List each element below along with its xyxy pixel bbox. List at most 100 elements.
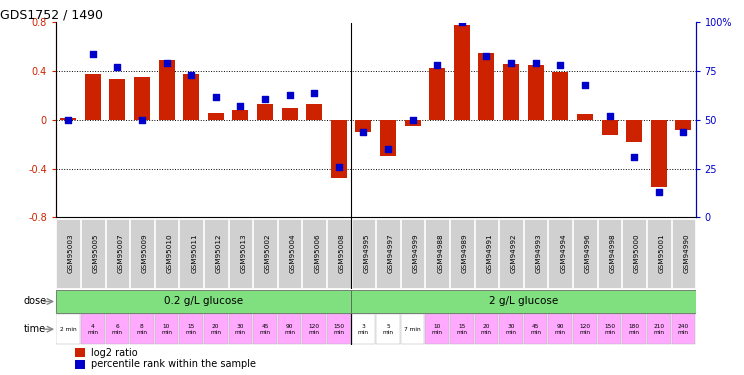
FancyBboxPatch shape bbox=[352, 314, 375, 344]
FancyBboxPatch shape bbox=[57, 219, 80, 288]
FancyBboxPatch shape bbox=[228, 219, 252, 288]
Text: dose: dose bbox=[24, 297, 47, 306]
Bar bbox=[454, 25, 470, 120]
FancyBboxPatch shape bbox=[302, 314, 326, 344]
Point bbox=[505, 60, 517, 66]
Point bbox=[234, 103, 246, 109]
Text: GSM95002: GSM95002 bbox=[265, 234, 271, 273]
Point bbox=[628, 154, 640, 160]
Text: 15
min: 15 min bbox=[456, 324, 467, 334]
Point bbox=[652, 189, 664, 195]
Text: GDS1752 / 1490: GDS1752 / 1490 bbox=[0, 8, 103, 21]
FancyBboxPatch shape bbox=[499, 219, 523, 288]
Bar bbox=[331, 120, 347, 178]
Bar bbox=[626, 120, 642, 142]
FancyBboxPatch shape bbox=[253, 314, 277, 344]
Point bbox=[579, 82, 591, 88]
Text: percentile rank within the sample: percentile rank within the sample bbox=[91, 359, 256, 369]
FancyBboxPatch shape bbox=[106, 314, 129, 344]
FancyBboxPatch shape bbox=[106, 219, 129, 288]
Text: GSM94988: GSM94988 bbox=[437, 234, 443, 273]
Point bbox=[554, 62, 566, 68]
Bar bbox=[651, 120, 667, 187]
Bar bbox=[503, 64, 519, 120]
FancyBboxPatch shape bbox=[56, 290, 351, 314]
Text: 0.2 g/L glucose: 0.2 g/L glucose bbox=[164, 297, 243, 306]
Bar bbox=[183, 74, 199, 120]
FancyBboxPatch shape bbox=[401, 219, 424, 288]
Point bbox=[283, 92, 295, 98]
FancyBboxPatch shape bbox=[179, 219, 203, 288]
Bar bbox=[281, 108, 298, 120]
Text: GSM94993: GSM94993 bbox=[536, 234, 542, 273]
Point bbox=[456, 20, 468, 26]
Text: 120
min: 120 min bbox=[580, 324, 591, 334]
Bar bbox=[232, 110, 248, 120]
Point bbox=[333, 164, 344, 170]
FancyBboxPatch shape bbox=[672, 219, 695, 288]
Text: GSM94991: GSM94991 bbox=[487, 234, 493, 273]
FancyBboxPatch shape bbox=[130, 219, 154, 288]
FancyBboxPatch shape bbox=[204, 219, 228, 288]
FancyBboxPatch shape bbox=[327, 219, 350, 288]
Bar bbox=[307, 104, 322, 120]
Text: time: time bbox=[24, 324, 46, 334]
Text: 5
min: 5 min bbox=[382, 324, 394, 334]
Text: 90
min: 90 min bbox=[555, 324, 565, 334]
Text: 15
min: 15 min bbox=[186, 324, 196, 334]
Text: 90
min: 90 min bbox=[284, 324, 295, 334]
Text: 7 min: 7 min bbox=[404, 327, 421, 332]
Text: 4
min: 4 min bbox=[87, 324, 98, 334]
FancyBboxPatch shape bbox=[548, 219, 572, 288]
FancyBboxPatch shape bbox=[327, 314, 350, 344]
Bar bbox=[577, 114, 593, 120]
FancyBboxPatch shape bbox=[401, 314, 424, 344]
Bar bbox=[601, 120, 618, 135]
Point bbox=[407, 117, 419, 123]
Text: GSM95004: GSM95004 bbox=[289, 234, 295, 273]
Text: GSM94992: GSM94992 bbox=[511, 234, 517, 273]
Text: GSM94997: GSM94997 bbox=[388, 234, 394, 273]
Text: 3
min: 3 min bbox=[358, 324, 369, 334]
Point bbox=[603, 113, 615, 119]
FancyBboxPatch shape bbox=[155, 314, 179, 344]
FancyBboxPatch shape bbox=[450, 219, 474, 288]
Bar bbox=[208, 112, 224, 120]
Point bbox=[161, 60, 173, 66]
FancyBboxPatch shape bbox=[597, 314, 621, 344]
Bar bbox=[75, 348, 86, 357]
Text: GSM94996: GSM94996 bbox=[585, 234, 591, 273]
Bar bbox=[405, 120, 420, 126]
Text: GSM95012: GSM95012 bbox=[216, 234, 222, 273]
Text: 2 g/L glucose: 2 g/L glucose bbox=[489, 297, 558, 306]
Text: GSM95008: GSM95008 bbox=[339, 234, 344, 273]
Point bbox=[382, 146, 394, 152]
Point bbox=[357, 129, 369, 135]
Text: GSM95001: GSM95001 bbox=[658, 234, 664, 273]
Point bbox=[432, 62, 443, 68]
Text: GSM95000: GSM95000 bbox=[634, 234, 640, 273]
FancyBboxPatch shape bbox=[278, 314, 301, 344]
Text: 20
min: 20 min bbox=[481, 324, 492, 334]
Point bbox=[185, 72, 197, 78]
Text: GSM94999: GSM94999 bbox=[413, 234, 419, 273]
FancyBboxPatch shape bbox=[376, 314, 400, 344]
Text: GSM94998: GSM94998 bbox=[609, 234, 615, 273]
Point bbox=[481, 53, 493, 58]
FancyBboxPatch shape bbox=[155, 219, 179, 288]
FancyBboxPatch shape bbox=[253, 219, 277, 288]
FancyBboxPatch shape bbox=[57, 314, 80, 344]
FancyBboxPatch shape bbox=[352, 219, 375, 288]
Bar bbox=[109, 78, 125, 120]
Point bbox=[210, 93, 222, 99]
Text: 45
min: 45 min bbox=[530, 324, 541, 334]
FancyBboxPatch shape bbox=[278, 219, 301, 288]
Bar bbox=[257, 104, 273, 120]
FancyBboxPatch shape bbox=[524, 219, 548, 288]
Text: 10
min: 10 min bbox=[161, 324, 172, 334]
Text: 120
min: 120 min bbox=[309, 324, 320, 334]
FancyBboxPatch shape bbox=[475, 314, 498, 344]
Bar bbox=[356, 120, 371, 132]
FancyBboxPatch shape bbox=[179, 314, 203, 344]
Point bbox=[62, 117, 74, 123]
